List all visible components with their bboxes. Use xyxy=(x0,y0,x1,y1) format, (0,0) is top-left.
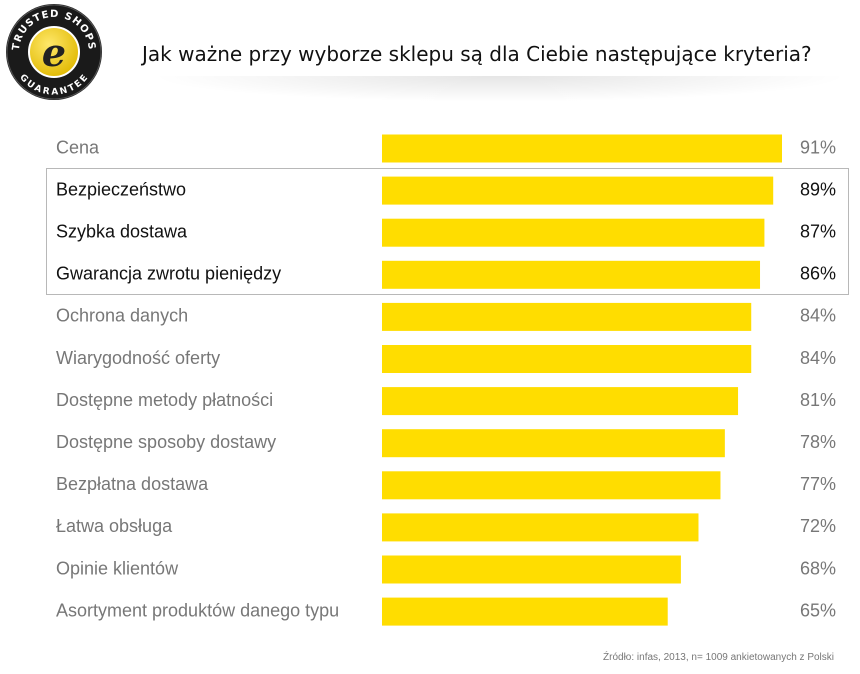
value-label: 89% xyxy=(800,179,836,199)
value-label: 77% xyxy=(800,474,836,494)
value-label: 81% xyxy=(800,390,836,410)
category-label: Bezpłatna dostawa xyxy=(56,474,209,494)
value-label: 91% xyxy=(800,137,836,157)
value-label: 87% xyxy=(800,221,836,241)
category-label: Bezpieczeństwo xyxy=(56,179,186,199)
bar xyxy=(382,429,725,458)
category-label: Dostępne sposoby dostawy xyxy=(56,432,276,452)
category-label: Cena xyxy=(56,137,100,157)
bar xyxy=(382,513,699,542)
category-label: Opinie klientów xyxy=(56,558,179,578)
value-label: 86% xyxy=(800,264,836,284)
category-label: Asortyment produktów danego typu xyxy=(56,600,339,620)
bar xyxy=(382,597,668,626)
bar xyxy=(382,471,721,500)
category-label: Ochrona danych xyxy=(56,306,188,326)
category-label: Dostępne metody płatności xyxy=(56,390,273,410)
category-label: Wiarygodność oferty xyxy=(56,348,220,368)
title-shadow xyxy=(150,76,850,102)
page-title: Jak ważne przy wyborze sklepu są dla Cie… xyxy=(142,42,812,66)
value-label: 72% xyxy=(800,516,836,536)
category-label: Gwarancja zwrotu pieniędzy xyxy=(56,264,281,284)
value-label: 78% xyxy=(800,432,836,452)
value-label: 65% xyxy=(800,600,836,620)
category-label: Łatwa obsługa xyxy=(56,516,173,536)
bar xyxy=(382,555,681,584)
source-note: Źródło: infas, 2013, n= 1009 ankietowany… xyxy=(603,652,834,663)
bar xyxy=(382,134,782,163)
bar xyxy=(382,260,761,289)
bar xyxy=(382,176,774,205)
category-label: Szybka dostawa xyxy=(56,221,188,241)
logo-letter: e xyxy=(42,30,66,75)
value-label: 84% xyxy=(800,348,836,368)
highlight-box xyxy=(46,168,849,295)
value-label: 68% xyxy=(800,558,836,578)
bar xyxy=(382,345,752,373)
trusted-shops-logo: TRUSTED SHOPS GUARANTEE e xyxy=(6,4,102,100)
bar xyxy=(382,218,765,247)
bar xyxy=(382,302,752,331)
value-label: 84% xyxy=(800,306,836,326)
bar xyxy=(382,387,739,416)
